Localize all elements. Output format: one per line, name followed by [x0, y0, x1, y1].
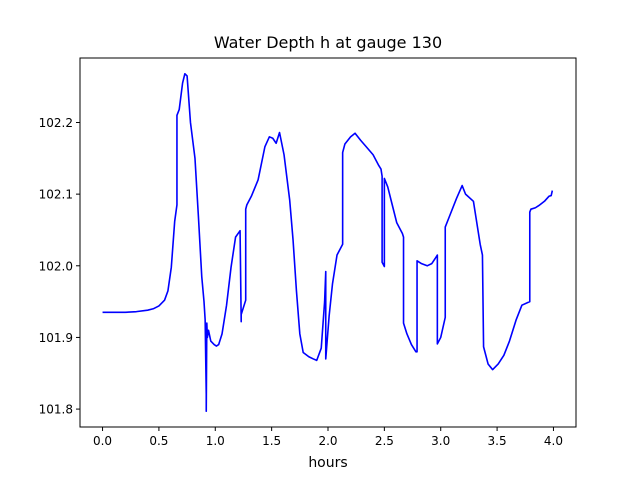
plot-frame — [79, 57, 577, 428]
series-line — [102, 72, 554, 413]
y-tick-label: 102.0 — [39, 259, 73, 273]
y-tick-label: 101.9 — [39, 331, 73, 345]
x-tick-label: 0.0 — [93, 434, 112, 448]
axes-group: 0.0 0.5 1.0 1.5 2.0 2.5 3.0 3.5 4.0 101.8 101.9 102… — [39, 116, 563, 448]
y-tick-label: 102.1 — [39, 188, 73, 202]
x-tick-label: 4.0 — [544, 434, 563, 448]
y-tick-label: 102.2 — [39, 116, 73, 130]
x-tick-label: 2.5 — [375, 434, 394, 448]
x-tick-label: 0.5 — [149, 434, 168, 448]
x-tick-label: 1.0 — [206, 434, 225, 448]
x-tick-label: 3.5 — [488, 434, 507, 448]
x-axis-label: hours — [308, 455, 347, 471]
plot-data-group — [102, 72, 554, 413]
chart-title: Water Depth h at gauge 130 — [214, 33, 442, 52]
x-tick-label: 3.0 — [431, 434, 450, 448]
x-tick-label: 2.0 — [318, 434, 337, 448]
x-tick-label: 1.5 — [262, 434, 281, 448]
y-tick-label: 101.8 — [39, 403, 73, 417]
